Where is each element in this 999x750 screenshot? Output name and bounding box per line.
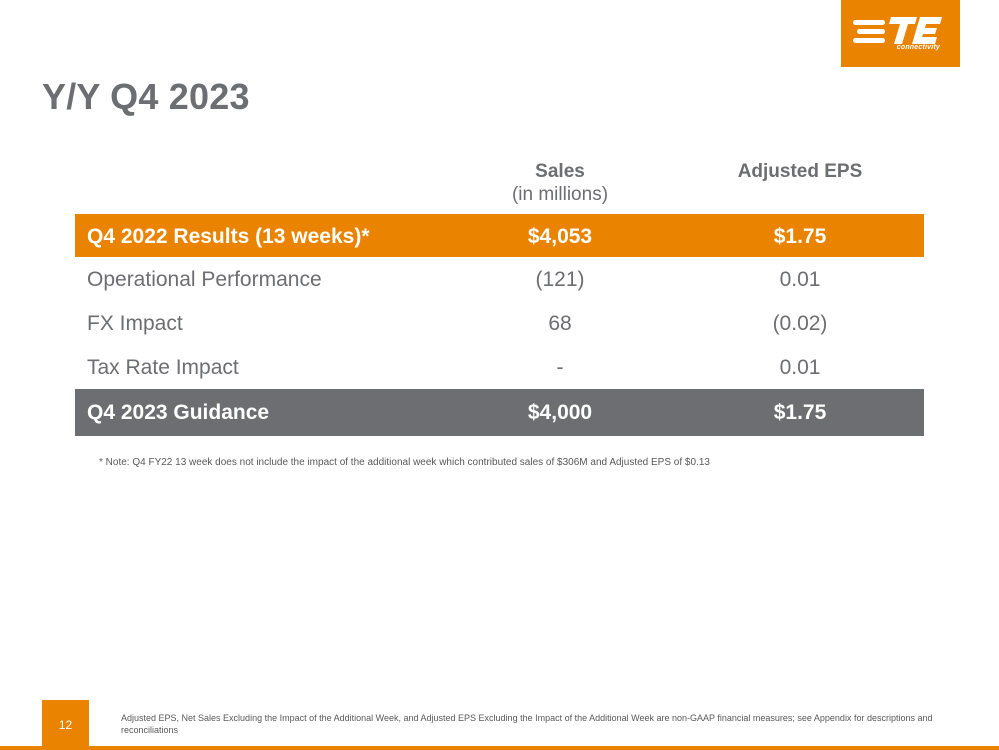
table-row-baseline: Q4 2022 Results (13 weeks)* $4,053 $1.75 <box>75 214 924 257</box>
row-eps-value: (0.02) <box>772 312 828 335</box>
table-row: Operational Performance (121) 0.01 <box>75 257 924 301</box>
row-eps-value: $1.75 <box>773 225 827 248</box>
footer-disclaimer: Adjusted EPS, Net Sales Excluding the Im… <box>121 713 933 735</box>
column-header-sales: Sales (in millions) <box>480 160 640 206</box>
bridge-table: Q4 2022 Results (13 weeks)* $4,053 $1.75… <box>75 214 924 436</box>
column-header-eps-label: Adjusted EPS <box>737 161 863 182</box>
row-label: Tax Rate Impact <box>87 356 239 379</box>
column-header-sales-label: Sales <box>535 161 585 182</box>
row-sales-value: (121) <box>535 268 585 291</box>
logo-subtext: connectivity <box>896 44 940 51</box>
row-eps-value: 0.01 <box>779 356 821 379</box>
table-row-guidance: Q4 2023 Guidance $4,000 $1.75 <box>75 389 924 436</box>
row-eps-value: $1.75 <box>773 401 827 424</box>
table-row: FX Impact 68 (0.02) <box>75 301 924 345</box>
te-connectivity-logo: connectivity <box>841 0 960 67</box>
page-number: 12 <box>42 700 89 750</box>
row-sales-value: $4,000 <box>527 401 593 424</box>
bottom-accent-bar <box>0 746 999 750</box>
row-label: Q4 2022 Results (13 weeks)* <box>87 225 370 248</box>
te-logo-mark-icon <box>853 17 942 44</box>
row-label: Operational Performance <box>87 268 322 291</box>
row-sales-value: - <box>556 356 564 379</box>
table-row: Tax Rate Impact - 0.01 <box>75 345 924 389</box>
row-label: Q4 2023 Guidance <box>87 401 270 424</box>
row-eps-value: 0.01 <box>779 268 821 291</box>
row-sales-value: 68 <box>548 312 572 335</box>
row-label: FX Impact <box>87 312 183 335</box>
page-title: Y/Y Q4 2023 <box>42 76 250 117</box>
column-header-sales-unit: (in millions) <box>511 184 609 205</box>
table-footnote: * Note: Q4 FY22 13 week does not include… <box>99 457 710 468</box>
column-header-eps: Adjusted EPS <box>710 160 890 183</box>
row-sales-value: $4,053 <box>527 225 593 248</box>
